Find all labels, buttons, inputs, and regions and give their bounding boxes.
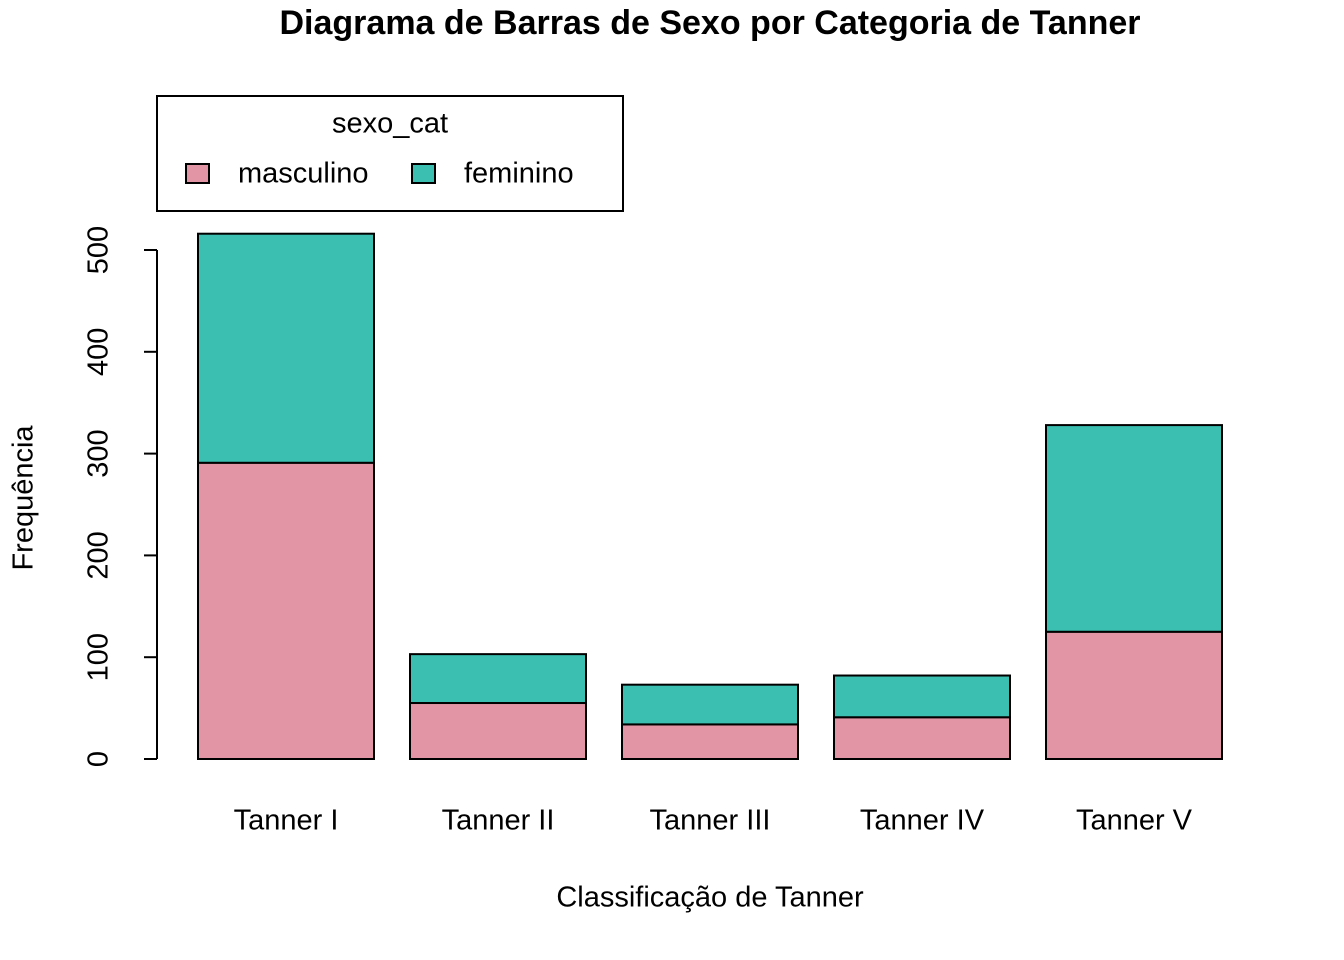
x-tick-label: Tanner III [650,805,771,837]
legend-label: masculino [238,158,369,190]
bar-segment [197,461,375,760]
bar-segment [197,232,375,464]
bar-segment [621,723,799,760]
bar-segment [621,683,799,726]
x-axis-label: Classificação de Tanner [556,882,864,914]
bar-segment [1045,424,1223,633]
legend-title: sexo_cat [332,108,448,140]
y-tick-label: 100 [83,633,115,681]
x-tick-label: Tanner IV [860,805,985,837]
legend-box [156,95,624,212]
chart-title: Diagrama de Barras de Sexo por Categoria… [280,4,1141,42]
x-tick-label: Tanner I [234,805,339,837]
bar-segment [409,702,587,761]
legend-swatch [411,163,436,184]
bar-segment [1045,630,1223,760]
bar-segment [409,653,587,705]
y-tick-label: 200 [83,531,115,579]
legend-label: feminino [464,158,574,190]
y-tick-label: 300 [83,429,115,477]
legend-swatch [185,163,210,184]
bar-segment [833,674,1011,719]
bar-segment [833,716,1011,761]
x-tick-label: Tanner V [1076,805,1193,837]
y-tick-label: 400 [83,328,115,376]
y-axis-label: Frequência [8,425,40,571]
y-tick-label: 500 [83,226,115,274]
y-tick-label: 0 [83,751,115,767]
x-tick-label: Tanner II [442,805,555,837]
